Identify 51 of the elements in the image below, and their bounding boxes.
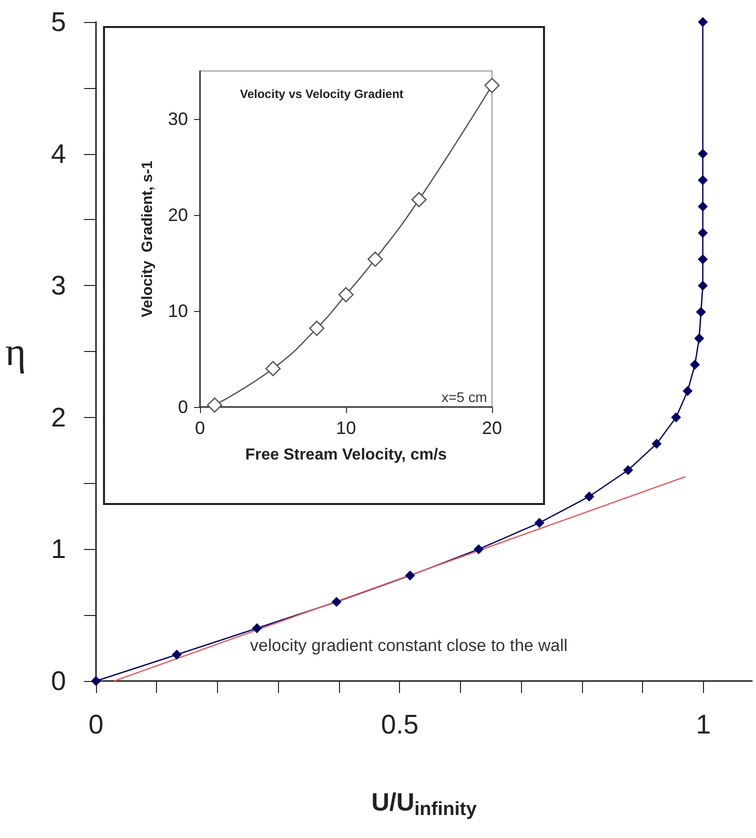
y-tick-label: 4	[50, 138, 66, 169]
x-tick-label: 10	[336, 418, 356, 438]
point	[474, 544, 484, 554]
y-tick-label: 20	[168, 205, 188, 225]
y-tick-label: 1	[50, 534, 66, 564]
point	[698, 280, 708, 291]
point	[484, 78, 500, 94]
point	[698, 148, 708, 159]
point	[671, 412, 682, 422]
point	[265, 360, 281, 376]
point	[534, 518, 544, 528]
point	[405, 570, 416, 581]
y-tick-label: 3	[50, 270, 66, 301]
point	[584, 491, 594, 502]
annotation: x=5 cm	[441, 389, 487, 405]
point	[338, 287, 354, 302]
y-tick-label: 0	[50, 666, 66, 696]
point	[698, 254, 708, 264]
point	[694, 333, 704, 344]
point	[698, 228, 708, 238]
point	[652, 438, 662, 449]
point	[91, 676, 101, 686]
y-tick-label: 0	[178, 397, 188, 417]
x-tick-label: 0	[88, 710, 104, 740]
point	[309, 320, 324, 336]
point	[698, 17, 708, 27]
y-tick-label: 10	[168, 301, 188, 321]
point	[252, 623, 262, 634]
x-tick-label: 20	[482, 418, 502, 438]
point	[623, 465, 634, 476]
point	[696, 306, 706, 317]
point	[368, 252, 383, 267]
y-axis-title: Velocity Gradient, s-1	[139, 160, 156, 318]
point	[698, 175, 708, 186]
annotation: velocity gradient constant close to the wall	[250, 636, 568, 655]
y-tick-label: 2	[50, 402, 66, 432]
point	[682, 386, 693, 396]
text: Velocity vs Velocity Gradient	[240, 87, 404, 101]
y-tick-label: 30	[168, 109, 188, 129]
x-tick-label: 0	[194, 418, 206, 438]
point	[411, 192, 427, 208]
y-tick-label: 5	[50, 7, 66, 37]
point	[332, 596, 342, 607]
x-axis-title: Free Stream Velocity, cm/s	[245, 446, 447, 464]
point	[172, 650, 182, 660]
y-axis-title: η	[5, 329, 26, 374]
x-tick-label: 1	[696, 710, 711, 740]
x-tick-label: 0.5	[380, 710, 418, 740]
point	[206, 397, 222, 413]
point	[698, 202, 708, 212]
point	[690, 360, 700, 370]
